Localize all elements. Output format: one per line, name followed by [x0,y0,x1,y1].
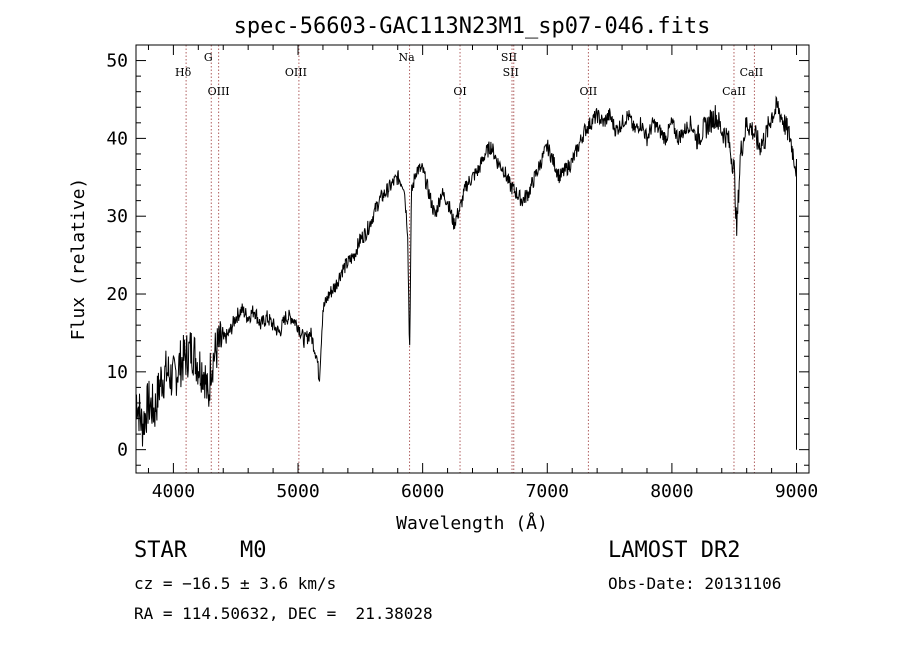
x-tick-label: 6000 [401,481,444,502]
sky-coordinates: RA = 114.50632, DEC = 21.38028 [134,604,433,623]
spectral-line-label: OIII [285,66,307,79]
y-tick-label: 10 [106,362,128,383]
plot-frame [135,44,810,474]
y-tick-label: 40 [106,128,128,149]
chart-title: spec-56603-GAC113N23M1_sp07-046.fits [234,14,711,39]
y-tick-label: 20 [106,284,128,305]
spectral-line-label: Na [398,51,415,64]
x-tick-label: 5000 [276,481,319,502]
observation-date: Obs-Date: 20131106 [608,574,782,593]
spectral-line-label: OI [453,85,466,98]
x-axis-label: Wavelength (Å) [396,512,548,534]
y-tick-label: 50 [106,51,128,72]
spectral-line-label: SII [503,66,519,79]
y-tick-label: 30 [106,206,128,227]
spectrum-series-line [135,95,797,450]
spectral-line-label: OII [580,85,598,98]
spectral-line-label: G [204,51,213,64]
spectral-lines-layer: Hδ G OIII OIII Na OI SII SII OII CaII CaII [175,45,763,473]
x-tick-label: 8000 [650,481,693,502]
object-subclass: M0 [240,538,267,563]
spectral-line-label: CaII [740,66,764,79]
x-tick-label: 7000 [526,481,569,502]
spectral-line-label: CaII [722,85,746,98]
object-class: STAR [134,538,187,563]
spectral-line-label: SII [501,51,517,64]
x-tick-label: 4000 [152,481,195,502]
spectrum-data-layer [135,95,797,450]
y-tick-label: 0 [117,440,128,461]
redshift-velocity: cz = −16.5 ± 3.6 km/s [134,574,337,593]
survey-name: LAMOST DR2 [608,538,741,563]
spectral-line-label: Hδ [175,66,192,79]
y-axis-label: Flux (relative) [68,178,89,341]
axis-ticks-layer: 4000 5000 6000 7000 8000 9000 0 10 20 30 40 50 [106,44,818,502]
x-tick-label: 9000 [775,481,818,502]
spectral-line-label: OIII [208,85,230,98]
